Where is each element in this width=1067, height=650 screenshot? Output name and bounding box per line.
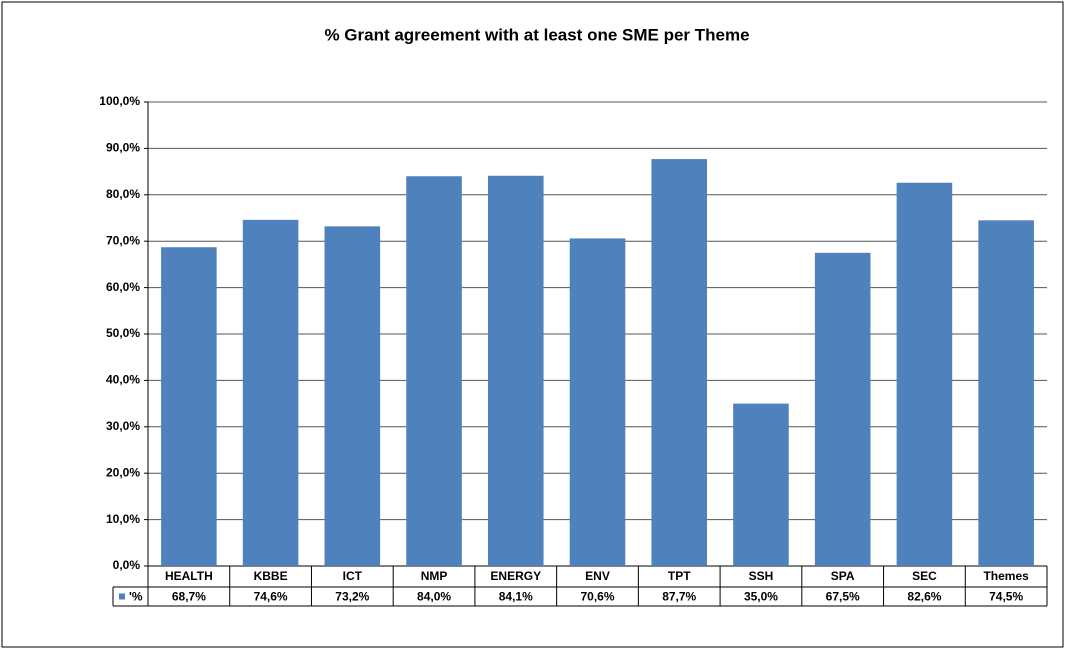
bar	[161, 247, 217, 566]
y-tick-label: 60,0%	[106, 280, 140, 294]
y-tick-label: 70,0%	[106, 233, 140, 247]
x-tick-label: NMP	[421, 569, 448, 583]
x-tick-label: HEALTH	[165, 569, 213, 583]
legend-label: '%	[129, 590, 143, 604]
y-tick-label: 30,0%	[106, 419, 140, 433]
value-label: 87,7%	[662, 590, 696, 604]
bar	[406, 176, 462, 567]
bar	[978, 220, 1034, 566]
bar	[651, 159, 708, 566]
value-label: 70,6%	[580, 590, 614, 604]
y-tick-label: 90,0%	[106, 141, 140, 155]
value-label: 67,5%	[826, 590, 860, 604]
x-tick-label: ENV	[585, 569, 610, 583]
legend-swatch	[119, 593, 125, 600]
y-tick-label: 20,0%	[106, 465, 140, 479]
value-label: 74,6%	[254, 590, 288, 604]
x-tick-label: ENERGY	[490, 569, 541, 583]
y-tick-label: 80,0%	[106, 187, 140, 201]
bar	[487, 175, 544, 566]
bar	[569, 238, 626, 566]
value-label: 74,5%	[989, 590, 1023, 604]
y-tick-label: 50,0%	[106, 326, 140, 340]
value-label: 84,0%	[417, 590, 451, 604]
x-tick-label: KBBE	[254, 569, 288, 583]
value-label: 82,6%	[907, 590, 941, 604]
chart-title: % Grant agreement with at least one SME …	[324, 25, 749, 44]
value-label: 73,2%	[335, 590, 369, 604]
y-tick-label: 0,0%	[113, 558, 141, 572]
value-label: 35,0%	[744, 590, 778, 604]
bar	[324, 226, 381, 567]
value-label: 68,7%	[172, 590, 206, 604]
y-tick-label: 40,0%	[106, 373, 140, 387]
value-label: 84,1%	[499, 590, 533, 604]
x-tick-label: TPT	[668, 569, 691, 583]
bar	[896, 182, 953, 566]
x-tick-label: ICT	[343, 569, 363, 583]
y-tick-label: 100,0%	[99, 94, 140, 108]
bar	[733, 403, 789, 566]
x-tick-label: SSH	[749, 569, 774, 583]
x-tick-label: SEC	[912, 569, 937, 583]
x-tick-label: SPA	[831, 569, 855, 583]
bar	[814, 252, 871, 567]
x-tick-label: Themes	[983, 569, 1029, 583]
y-tick-label: 10,0%	[106, 512, 140, 526]
bar	[242, 219, 299, 566]
